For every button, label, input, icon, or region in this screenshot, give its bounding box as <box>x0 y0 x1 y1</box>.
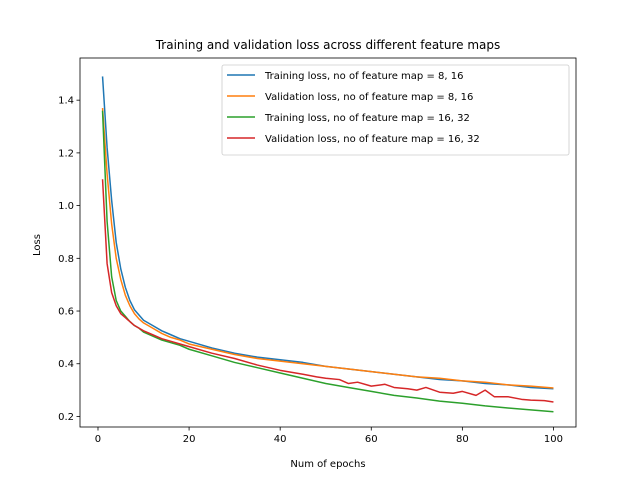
y-axis-title: Loss <box>32 234 43 256</box>
x-axis-ticks: 0 20 40 60 80 100 <box>95 427 563 445</box>
legend-entry: Training loss, no of feature map = 8, 16 <box>264 71 463 82</box>
series-line-1 <box>101 76 554 390</box>
x-tick-label: 0 <box>95 434 101 445</box>
legend-box <box>221 64 570 156</box>
legend-entry: Validation loss, no of feature map = 16,… <box>265 134 480 145</box>
legend: Training loss, no of feature map = 8, 16… <box>221 64 570 156</box>
y-tick-label: 0.8 <box>58 254 74 265</box>
y-tick-label: 0.6 <box>58 307 74 318</box>
series-line-2 <box>101 108 554 389</box>
x-tick-label: 40 <box>274 434 287 445</box>
plot-frame <box>79 57 577 428</box>
y-tick-label: 1.4 <box>58 96 74 107</box>
series-line-3 <box>101 110 554 413</box>
series-line-4 <box>101 179 554 403</box>
x-axis-title: Num of epochs <box>290 459 365 470</box>
plot-lines <box>101 76 554 413</box>
x-tick-label: 60 <box>365 434 378 445</box>
legend-entry: Training loss, no of feature map = 16, 3… <box>264 113 470 124</box>
x-tick-label: 80 <box>456 434 469 445</box>
y-tick-label: 1.2 <box>58 148 74 159</box>
x-tick-label: 20 <box>183 434 196 445</box>
legend-entry: Validation loss, no of feature map = 8, … <box>265 92 473 103</box>
y-tick-label: 0.2 <box>58 412 74 423</box>
x-tick-label: 100 <box>544 434 563 445</box>
chart-title: Training and validation loss across diff… <box>155 38 501 52</box>
y-axis-ticks: 0.2 0.4 0.6 0.8 1.0 1.2 1.4 <box>58 96 80 423</box>
y-tick-label: 0.4 <box>58 359 74 370</box>
y-tick-label: 1.0 <box>58 201 74 212</box>
